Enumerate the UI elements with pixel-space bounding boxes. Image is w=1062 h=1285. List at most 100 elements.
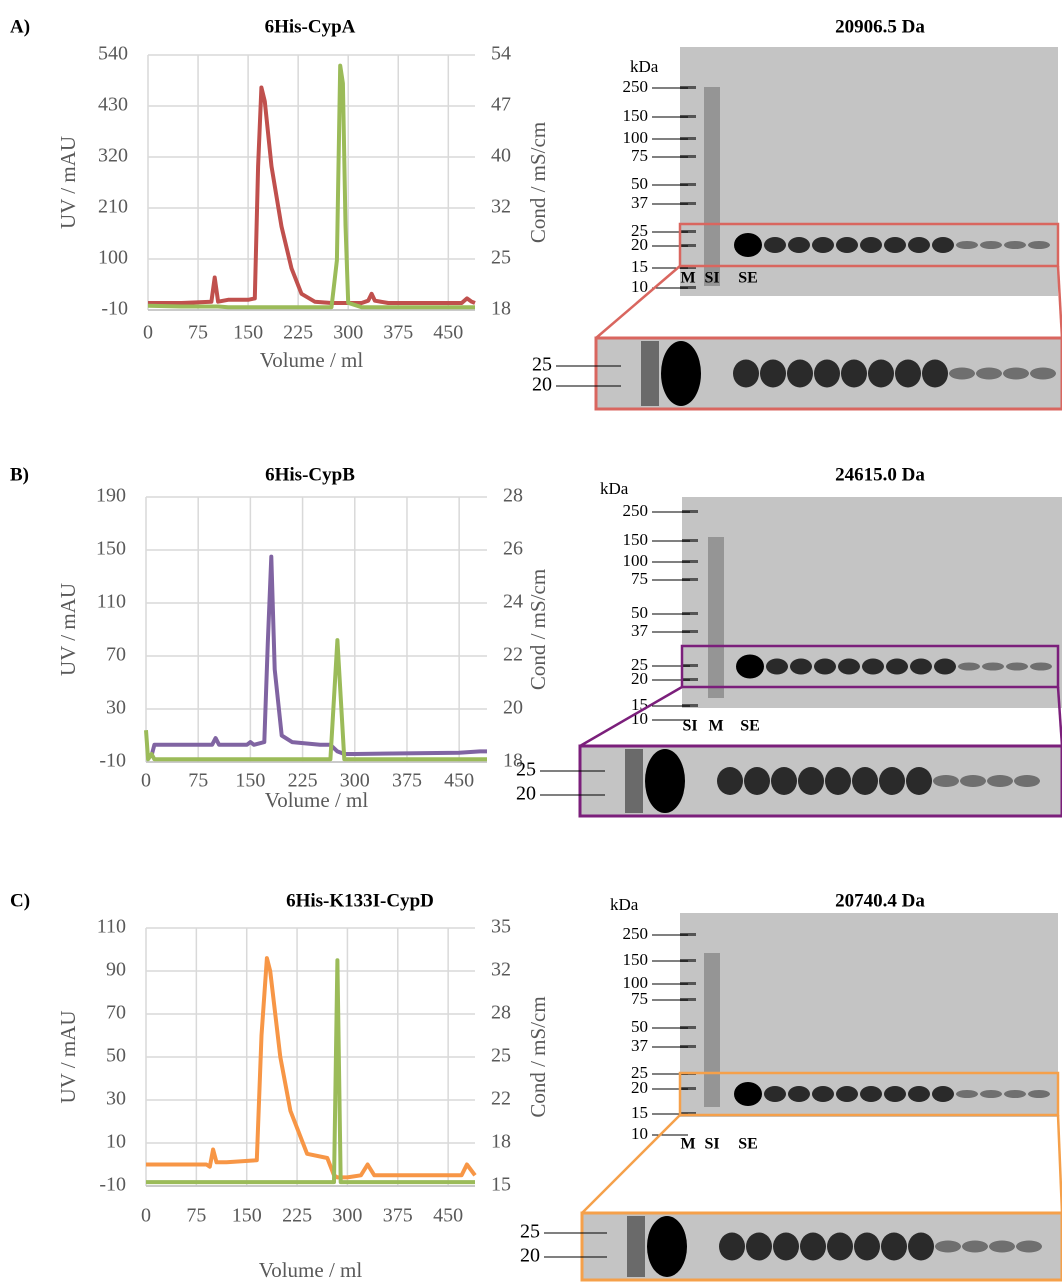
- gel-band: [814, 359, 840, 388]
- gel-band: [852, 767, 878, 795]
- y2-tick-label: 26: [503, 538, 523, 560]
- gel-band: [1004, 1090, 1026, 1098]
- gel-band: [841, 359, 867, 388]
- series-line: [149, 554, 487, 756]
- zoom-marker-label: 20: [516, 783, 536, 805]
- series-line: [148, 85, 476, 305]
- y2-tick-label: 18: [491, 1131, 511, 1153]
- zoom-connector: [595, 265, 681, 339]
- gel-band: [746, 1232, 772, 1261]
- gel-band: [922, 359, 948, 388]
- y2-tick-label: 15: [491, 1174, 511, 1196]
- gel-image: [680, 47, 1058, 296]
- y-tick-label: 190: [96, 485, 126, 507]
- gel-band: [932, 237, 954, 253]
- y2-tick-label: 32: [491, 959, 511, 981]
- gel-title: 20740.4 Da: [835, 890, 925, 911]
- gel-band: [980, 1090, 1002, 1098]
- y-axis-label: UV / mAU: [56, 136, 80, 229]
- gel-band: [1006, 662, 1028, 671]
- gel-unit: kDa: [610, 895, 639, 914]
- panel-label: C): [10, 890, 30, 911]
- y-tick-label: 110: [97, 916, 126, 938]
- gel-band: [933, 775, 959, 787]
- gel-band: [980, 241, 1002, 249]
- y2-tick-label: 28: [503, 485, 523, 507]
- y-tick-label: 320: [98, 145, 128, 167]
- gel-band: [908, 237, 930, 253]
- chart-title: 6His-K133I-CypD: [286, 890, 434, 911]
- marker-label: 37: [631, 193, 649, 212]
- gel-band: [838, 658, 860, 675]
- x-tick-label: 300: [332, 1205, 362, 1227]
- y2-tick-label: 25: [491, 1045, 511, 1067]
- y-tick-label: 150: [96, 538, 126, 560]
- gel-band: [1003, 367, 1029, 380]
- zoom-connector: [1056, 1114, 1062, 1214]
- y-tick-label: 10: [106, 1131, 126, 1153]
- marker-label: 150: [623, 950, 649, 969]
- y-tick-label: 70: [106, 644, 126, 666]
- marker-label: 15: [631, 257, 648, 276]
- lane-label: M: [708, 718, 723, 735]
- gel-band: [736, 654, 764, 679]
- y2-tick-label: 22: [503, 644, 523, 666]
- y2-tick-label: 22: [491, 1088, 511, 1110]
- y2-tick-label: 18: [491, 298, 511, 320]
- zoom-marker-label: 20: [532, 374, 552, 396]
- gel-band: [788, 237, 810, 253]
- y-tick-label: 30: [106, 1088, 126, 1110]
- x-tick-label: 150: [235, 770, 265, 792]
- x-tick-label: 75: [188, 770, 208, 792]
- marker-label: 37: [631, 621, 649, 640]
- zoom-marker-label: 20: [520, 1245, 540, 1267]
- marker-label: 15: [631, 1103, 648, 1122]
- y-tick-label: 110: [97, 591, 126, 613]
- gel-band: [989, 1240, 1015, 1253]
- gel-band: [854, 1232, 880, 1261]
- gel-band: [949, 367, 975, 380]
- lane-label: SE: [740, 718, 760, 735]
- marker-label: 20: [631, 669, 648, 688]
- gel-image: [682, 497, 1062, 708]
- gel-band: [956, 241, 978, 249]
- marker-label: 150: [623, 106, 649, 125]
- marker-label: 25: [631, 221, 648, 240]
- zoom-marker-label: 25: [520, 1221, 540, 1243]
- gel-band: [1028, 1090, 1050, 1098]
- zoom-box: [678, 222, 1060, 268]
- gel-band: [1028, 241, 1050, 249]
- x-tick-label: 0: [141, 770, 151, 792]
- y2-axis-label: Cond / mS/cm: [526, 569, 550, 690]
- gel-band: [1004, 241, 1026, 249]
- y2-axis-label: Cond / mS/cm: [526, 996, 550, 1117]
- gel-band: [932, 1086, 954, 1102]
- y2-tick-label: 35: [491, 916, 511, 938]
- gel-band: [895, 359, 921, 388]
- marker-label: 75: [631, 146, 648, 165]
- gel-band: [798, 767, 824, 795]
- marker-label: 100: [623, 128, 649, 147]
- x-tick-label: 375: [392, 770, 422, 792]
- gel-band: [881, 1232, 907, 1261]
- gel-lane: [641, 341, 659, 406]
- gel-band: [1016, 1240, 1042, 1253]
- y2-tick-label: 54: [491, 43, 511, 65]
- marker-label: 250: [623, 924, 649, 943]
- gel-title: 24615.0 Da: [835, 464, 925, 485]
- x-tick-label: 450: [433, 322, 463, 344]
- x-tick-label: 375: [383, 322, 413, 344]
- marker-label: 25: [631, 655, 648, 674]
- marker-label: 250: [623, 77, 649, 96]
- zoom-connector: [579, 685, 683, 748]
- marker-label: 100: [623, 551, 649, 570]
- marker-label: 75: [631, 989, 648, 1008]
- panel-label: A): [10, 16, 30, 37]
- marker-label: 75: [631, 569, 648, 588]
- marker-label: 50: [631, 1017, 648, 1036]
- marker-label: 150: [623, 530, 649, 549]
- x-axis-label: Volume / ml: [260, 348, 364, 372]
- gel-band: [764, 1086, 786, 1102]
- x-tick-label: 300: [340, 770, 370, 792]
